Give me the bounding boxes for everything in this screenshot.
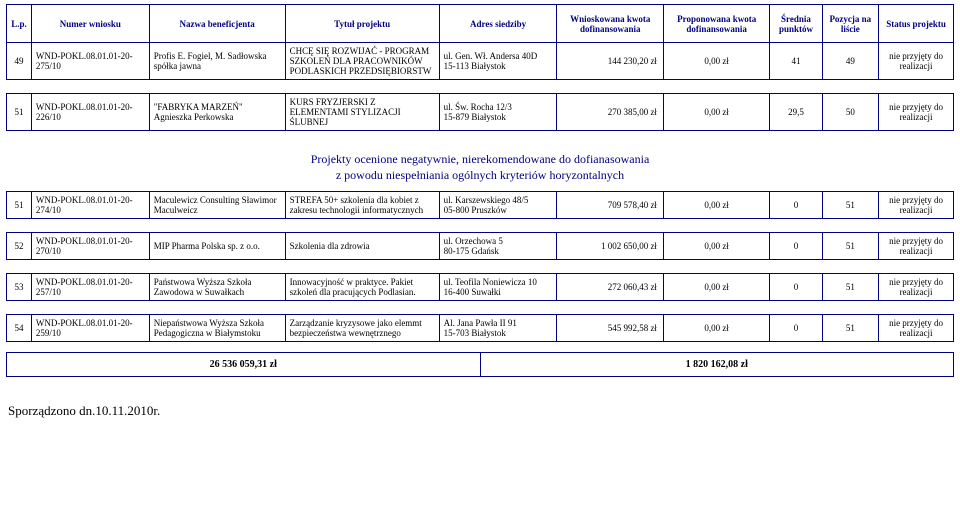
col-srednia: Średnia punktów: [770, 5, 822, 43]
cell-wnioskowana: 1 002 650,00 zł: [557, 232, 663, 259]
col-status: Status projektu: [879, 5, 954, 43]
col-beneficjent: Nazwa beneficjenta: [149, 5, 285, 43]
cell-srednia: 0: [770, 314, 822, 341]
cell-srednia: 0: [770, 191, 822, 218]
cell-proponowana: 0,00 zł: [663, 191, 769, 218]
cell-adres: ul. Teofila Noniewicza 10 16-400 Suwałki: [439, 273, 557, 300]
total-wnioskowana: 26 536 059,31 zł: [7, 352, 481, 376]
col-tytul: Tytuł projektu: [285, 5, 439, 43]
cell-status: nie przyjęty do realizacji: [879, 314, 954, 341]
footer-date: Sporządzono dn.10.11.2010r.: [6, 403, 954, 419]
cell-wnioskowana: 144 230,20 zł: [557, 43, 663, 80]
cell-wniosek: WND-POKL.08.01.01-20-275/10: [31, 43, 149, 80]
table-row: 54WND-POKL.08.01.01-20-259/10Niepaństwow…: [7, 314, 954, 341]
table-row: 52WND-POKL.08.01.01-20-270/10MIP Pharma …: [7, 232, 954, 259]
cell-adres: ul. Karszewskiego 48/5 05-800 Pruszków: [439, 191, 557, 218]
header-row: L.p. Numer wniosku Nazwa beneficjenta Ty…: [7, 5, 954, 43]
cell-status: nie przyjęty do realizacji: [879, 94, 954, 131]
cell-srednia: 0: [770, 232, 822, 259]
table-row: 49WND-POKL.08.01.01-20-275/10Profis E. F…: [7, 43, 954, 80]
cell-tytul: CHCĘ SIĘ ROZWIJAĆ - PROGRAM SZKOLEŃ DLA …: [285, 43, 439, 80]
cell-pozycja: 49: [822, 43, 879, 80]
cell-adres: ul. Orzechowa 5 80-175 Gdańsk: [439, 232, 557, 259]
cell-lp: 51: [7, 94, 32, 131]
cell-beneficjent: Państwowa Wyższa Szkoła Zawodowa w Suwał…: [149, 273, 285, 300]
cell-pozycja: 51: [822, 314, 879, 341]
cell-pozycja: 51: [822, 191, 879, 218]
cell-lp: 49: [7, 43, 32, 80]
cell-wnioskowana: 545 992,58 zł: [557, 314, 663, 341]
col-proponowana: Proponowana kwota dofinansowania: [663, 5, 769, 43]
cell-status: nie przyjęty do realizacji: [879, 43, 954, 80]
banner-line1: Projekty ocenione negatywnie, nierekomen…: [7, 151, 954, 167]
cell-wniosek: WND-POKL.08.01.01-20-226/10: [31, 94, 149, 131]
cell-tytul: KURS FRYZJERSKI Z ELEMENTAMI STYLIZACJI …: [285, 94, 439, 131]
col-wniosek: Numer wniosku: [31, 5, 149, 43]
cell-proponowana: 0,00 zł: [663, 94, 769, 131]
cell-beneficjent: "FABRYKA MARZEŃ" Agnieszka Perkowska: [149, 94, 285, 131]
cell-pozycja: 51: [822, 232, 879, 259]
totals-table: 26 536 059,31 zł 1 820 162,08 zł: [6, 352, 954, 377]
cell-srednia: 41: [770, 43, 822, 80]
table-row: 51WND-POKL.08.01.01-20-274/10Maculewicz …: [7, 191, 954, 218]
cell-beneficjent: Profis E. Fogiel, M. Sadłowska spółka ja…: [149, 43, 285, 80]
cell-proponowana: 0,00 zł: [663, 43, 769, 80]
cell-tytul: STREFA 50+ szkolenia dla kobiet z zakres…: [285, 191, 439, 218]
section-banner: Projekty ocenione negatywnie, nierekomen…: [7, 145, 954, 192]
cell-pozycja: 51: [822, 273, 879, 300]
cell-srednia: 0: [770, 273, 822, 300]
col-wnioskowana: Wnioskowana kwota dofinansowania: [557, 5, 663, 43]
cell-status: nie przyjęty do realizacji: [879, 273, 954, 300]
projects-table: L.p. Numer wniosku Nazwa beneficjenta Ty…: [6, 4, 954, 342]
cell-status: nie przyjęty do realizacji: [879, 232, 954, 259]
cell-proponowana: 0,00 zł: [663, 314, 769, 341]
col-lp: L.p.: [7, 5, 32, 43]
table-row: 51WND-POKL.08.01.01-20-226/10"FABRYKA MA…: [7, 94, 954, 131]
cell-wniosek: WND-POKL.08.01.01-20-270/10: [31, 232, 149, 259]
cell-wnioskowana: 270 385,00 zł: [557, 94, 663, 131]
col-adres: Adres siedziby: [439, 5, 557, 43]
cell-wniosek: WND-POKL.08.01.01-20-257/10: [31, 273, 149, 300]
cell-srednia: 29,5: [770, 94, 822, 131]
cell-adres: ul. Św. Rocha 12/3 15-879 Białystok: [439, 94, 557, 131]
table-row: 53WND-POKL.08.01.01-20-257/10Państwowa W…: [7, 273, 954, 300]
cell-pozycja: 50: [822, 94, 879, 131]
cell-beneficjent: Niepaństwowa Wyższa Szkoła Pedagogiczna …: [149, 314, 285, 341]
cell-tytul: Innowacyjność w praktyce. Pakiet szkoleń…: [285, 273, 439, 300]
cell-lp: 54: [7, 314, 32, 341]
cell-wniosek: WND-POKL.08.01.01-20-274/10: [31, 191, 149, 218]
banner-line2: z powodu niespełniania ogólnych kryterió…: [7, 167, 954, 183]
cell-tytul: Zarządzanie kryzysowe jako elemmt bezpie…: [285, 314, 439, 341]
cell-proponowana: 0,00 zł: [663, 232, 769, 259]
cell-lp: 52: [7, 232, 32, 259]
cell-tytul: Szkolenia dla zdrowia: [285, 232, 439, 259]
cell-beneficjent: Maculewicz Consulting Sławimor Maculweic…: [149, 191, 285, 218]
cell-lp: 51: [7, 191, 32, 218]
col-pozycja: Pozycja na liście: [822, 5, 879, 43]
cell-wnioskowana: 709 578,40 zł: [557, 191, 663, 218]
cell-lp: 53: [7, 273, 32, 300]
total-proponowana: 1 820 162,08 zł: [480, 352, 954, 376]
cell-wniosek: WND-POKL.08.01.01-20-259/10: [31, 314, 149, 341]
cell-wnioskowana: 272 060,43 zł: [557, 273, 663, 300]
cell-proponowana: 0,00 zł: [663, 273, 769, 300]
cell-adres: ul. Gen. Wł. Andersa 40D 15-113 Białysto…: [439, 43, 557, 80]
cell-beneficjent: MIP Pharma Polska sp. z o.o.: [149, 232, 285, 259]
cell-status: nie przyjęty do realizacji: [879, 191, 954, 218]
cell-adres: Al. Jana Pawła II 91 15-703 Białystok: [439, 314, 557, 341]
